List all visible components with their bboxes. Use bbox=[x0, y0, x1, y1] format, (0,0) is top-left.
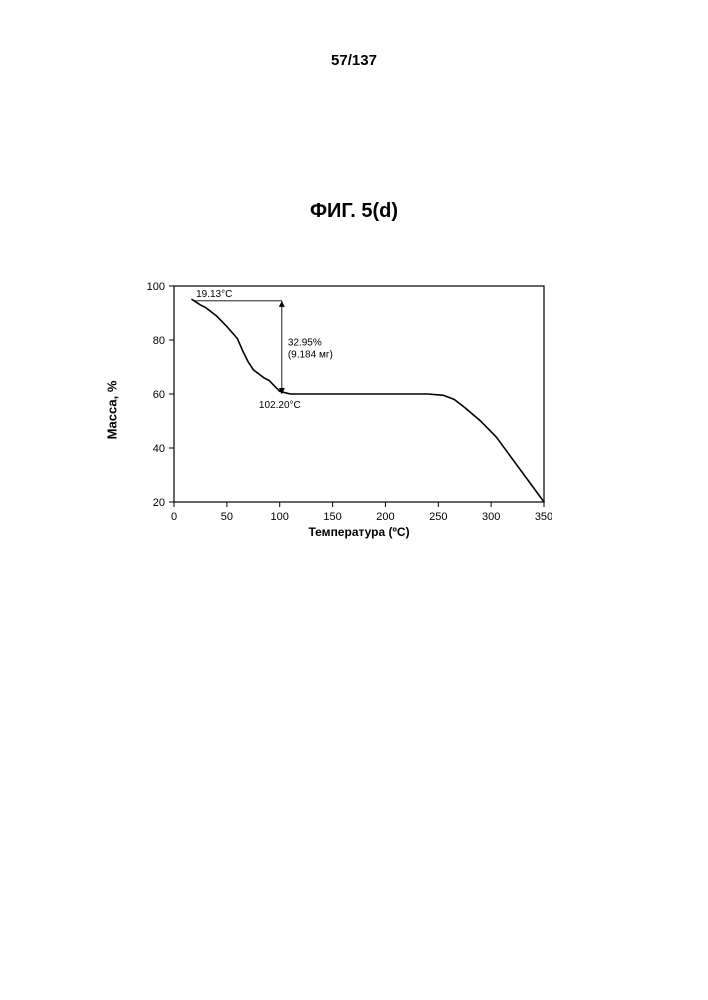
figure-title: ФИГ. 5(d) bbox=[0, 200, 708, 223]
svg-text:40: 40 bbox=[153, 443, 165, 455]
svg-text:60: 60 bbox=[153, 389, 165, 401]
svg-text:100: 100 bbox=[147, 281, 165, 293]
svg-text:300: 300 bbox=[482, 511, 500, 523]
svg-text:102.20°C: 102.20°C bbox=[259, 400, 301, 411]
svg-text:50: 50 bbox=[221, 511, 233, 523]
tga-chart: Масса, % 050100150200250300350Температур… bbox=[132, 280, 552, 540]
page: 57/137 ФИГ. 5(d) Масса, % 0 50 100 150 200 25… bbox=[0, 0, 708, 1000]
svg-text:100: 100 bbox=[271, 511, 289, 523]
svg-text:200: 200 bbox=[376, 511, 394, 523]
y-axis-label: Масса, % bbox=[105, 381, 120, 440]
svg-text:150: 150 bbox=[323, 511, 341, 523]
svg-text:19.13°C: 19.13°C bbox=[196, 289, 232, 300]
page-number: 57/137 bbox=[0, 52, 708, 69]
svg-text:250: 250 bbox=[429, 511, 447, 523]
chart-svg: 0 50 100 150 200 250 300 350 Температура (ºС) 20 4… bbox=[132, 280, 552, 540]
svg-text:32.95%: 32.95% bbox=[288, 337, 322, 348]
svg-text:Температура (ºС): Температура (ºС) bbox=[308, 525, 409, 539]
svg-text:(9.184 мг): (9.184 мг) bbox=[288, 349, 333, 360]
svg-text:20: 20 bbox=[153, 497, 165, 509]
svg-text:80: 80 bbox=[153, 335, 165, 347]
svg-text:0: 0 bbox=[171, 511, 177, 523]
svg-text:350: 350 bbox=[535, 511, 552, 523]
